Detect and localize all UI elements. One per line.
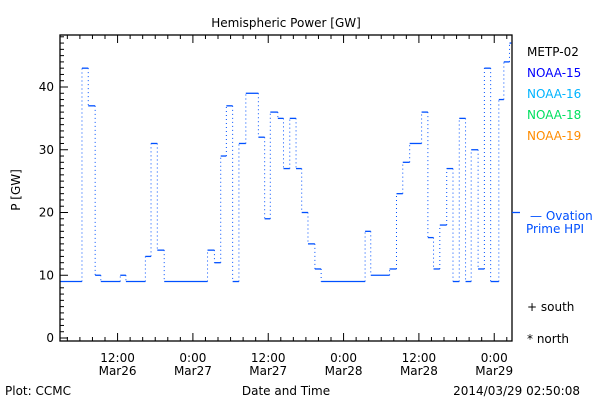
y-axis: 0 10 20 30 40 xyxy=(39,36,68,345)
x-tick-time: 12:00 xyxy=(100,351,135,365)
legend-item: METP-02 xyxy=(527,45,579,59)
x-tick-time: 12:00 xyxy=(251,351,286,365)
x-tick-date: Mar27 xyxy=(249,364,287,378)
series-ovation-prime-hpi xyxy=(60,42,512,283)
chart-title: Hemispheric Power [GW] xyxy=(211,16,361,30)
x-tick-time: 12:00 xyxy=(402,351,437,365)
x-tick-time: 0:00 xyxy=(481,351,508,365)
x-tick-date: Mar29 xyxy=(475,364,513,378)
legend-item: NOAA-15 xyxy=(527,66,581,80)
x-tick-date: Mar28 xyxy=(400,364,438,378)
x-axis: 12:00Mar260:00Mar2712:00Mar270:00Mar2812… xyxy=(66,35,513,378)
plot-frame xyxy=(59,34,513,342)
y-tick-label: 10 xyxy=(39,268,54,282)
x-axis-label: Date and Time xyxy=(242,384,330,398)
x-tick-time: 0:00 xyxy=(330,351,357,365)
legend-item: NOAA-16 xyxy=(527,87,581,101)
x-tick-time: 0:00 xyxy=(179,351,206,365)
x-tick-date: Mar27 xyxy=(174,364,212,378)
legend-north-marker: * north xyxy=(527,332,569,346)
y-tick-label: 0 xyxy=(46,331,54,345)
y-tick-label: 30 xyxy=(39,143,54,157)
legend-item: NOAA-19 xyxy=(527,129,581,143)
legend-item: NOAA-18 xyxy=(527,108,581,122)
legend-south-marker: + south xyxy=(527,300,574,314)
ovation-legend-line1: — Ovation xyxy=(530,209,593,223)
x-tick-date: Mar28 xyxy=(325,364,363,378)
y-axis-label: P [GW] xyxy=(9,169,23,211)
legend: METP-02 NOAA-15 NOAA-16 NOAA-18 NOAA-19 xyxy=(527,45,581,143)
plot-credit: Plot: CCMC xyxy=(5,384,71,398)
y-tick-label: 40 xyxy=(39,80,54,94)
plot-timestamp: 2014/03/29 02:50:08 xyxy=(453,384,580,398)
ovation-legend-line2: Prime HPI xyxy=(526,222,584,236)
y-tick-label: 20 xyxy=(39,206,54,220)
x-tick-date: Mar26 xyxy=(99,364,137,378)
